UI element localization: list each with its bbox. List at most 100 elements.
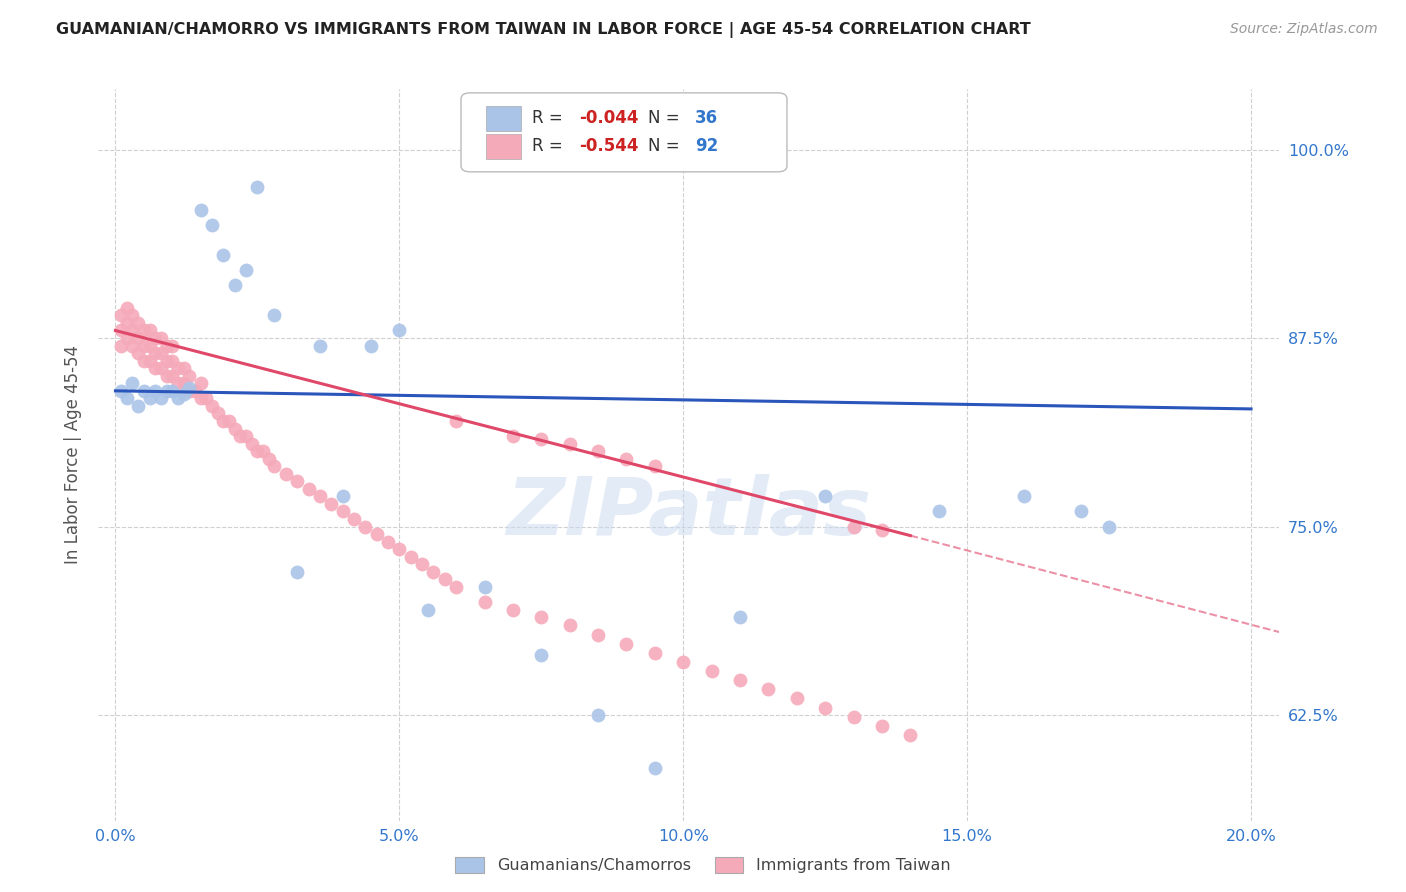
Y-axis label: In Labor Force | Age 45-54: In Labor Force | Age 45-54 (65, 345, 83, 565)
Text: Source: ZipAtlas.com: Source: ZipAtlas.com (1230, 22, 1378, 37)
Point (377, 534, 399, 549)
Point (474, 595, 496, 609)
Point (814, 700, 837, 714)
Point (184, 384, 207, 398)
Point (229, 429, 252, 443)
Point (110, 338, 132, 352)
Point (1098, 519, 1121, 533)
Point (616, 451, 638, 466)
Point (155, 338, 177, 352)
Point (121, 324, 143, 338)
Point (138, 324, 160, 338)
Point (115, 316, 138, 330)
Point (138, 338, 160, 352)
Point (474, 580, 496, 594)
Point (127, 399, 149, 413)
Point (700, 665, 723, 679)
Point (444, 580, 467, 594)
Point (416, 602, 439, 616)
Point (121, 338, 143, 352)
Point (143, 346, 166, 360)
Point (502, 602, 524, 616)
Point (162, 368, 183, 383)
Point (343, 512, 366, 526)
Point (167, 361, 190, 376)
Point (332, 504, 354, 518)
Point (672, 655, 695, 669)
Point (728, 610, 751, 624)
Point (121, 376, 143, 391)
Point (433, 572, 456, 586)
Text: N =: N = (648, 137, 685, 155)
Point (558, 436, 581, 450)
Point (285, 475, 308, 489)
Point (179, 384, 201, 398)
Point (842, 519, 865, 533)
FancyBboxPatch shape (461, 93, 787, 172)
Point (411, 558, 433, 572)
Point (224, 278, 246, 293)
Point (110, 309, 132, 323)
Point (246, 444, 269, 458)
Text: GUAMANIAN/CHAMORRO VS IMMIGRANTS FROM TAIWAN IN LABOR FORCE | AGE 45-54 CORRELAT: GUAMANIAN/CHAMORRO VS IMMIGRANTS FROM TA… (56, 22, 1031, 38)
Point (900, 728, 922, 742)
Point (132, 353, 155, 368)
Point (115, 392, 138, 406)
Point (162, 384, 183, 398)
Point (235, 263, 257, 277)
Text: R =: R = (531, 137, 568, 155)
Point (212, 414, 235, 428)
Point (558, 617, 581, 632)
Point (586, 628, 609, 642)
Point (115, 301, 138, 315)
Legend: Guamanians/Chamorros, Immigrants from Taiwan: Guamanians/Chamorros, Immigrants from Ta… (449, 850, 957, 880)
Point (132, 384, 155, 398)
Point (155, 368, 177, 383)
Point (179, 368, 201, 383)
Point (263, 459, 285, 474)
Point (149, 361, 172, 376)
Point (121, 309, 143, 323)
Point (644, 646, 666, 660)
Point (179, 381, 201, 395)
Point (728, 673, 751, 688)
Point (127, 346, 149, 360)
Point (321, 497, 343, 511)
Point (110, 384, 132, 398)
Point (224, 421, 246, 435)
Point (399, 549, 422, 564)
Point (354, 519, 377, 533)
Point (240, 436, 263, 450)
Point (388, 542, 411, 557)
Text: ZIPatlas: ZIPatlas (506, 475, 872, 552)
Point (814, 489, 837, 503)
Point (616, 637, 638, 651)
Point (257, 451, 280, 466)
Point (285, 565, 308, 579)
Text: R =: R = (531, 110, 568, 128)
Point (644, 761, 666, 775)
Point (212, 248, 235, 262)
Point (218, 414, 240, 428)
Point (143, 331, 166, 345)
Point (786, 691, 808, 706)
Point (143, 361, 166, 376)
Point (143, 384, 166, 398)
Point (173, 361, 195, 376)
Point (190, 392, 212, 406)
Point (274, 467, 297, 481)
Text: -0.544: -0.544 (579, 137, 638, 155)
Point (155, 384, 177, 398)
Point (138, 392, 160, 406)
Point (190, 202, 212, 217)
Text: 92: 92 (695, 137, 718, 155)
Text: 36: 36 (695, 110, 718, 128)
Point (115, 331, 138, 345)
Point (586, 444, 609, 458)
Point (207, 407, 229, 421)
Point (870, 523, 893, 537)
Point (1012, 489, 1035, 503)
Point (127, 316, 149, 330)
Point (190, 376, 212, 391)
Point (360, 338, 382, 352)
